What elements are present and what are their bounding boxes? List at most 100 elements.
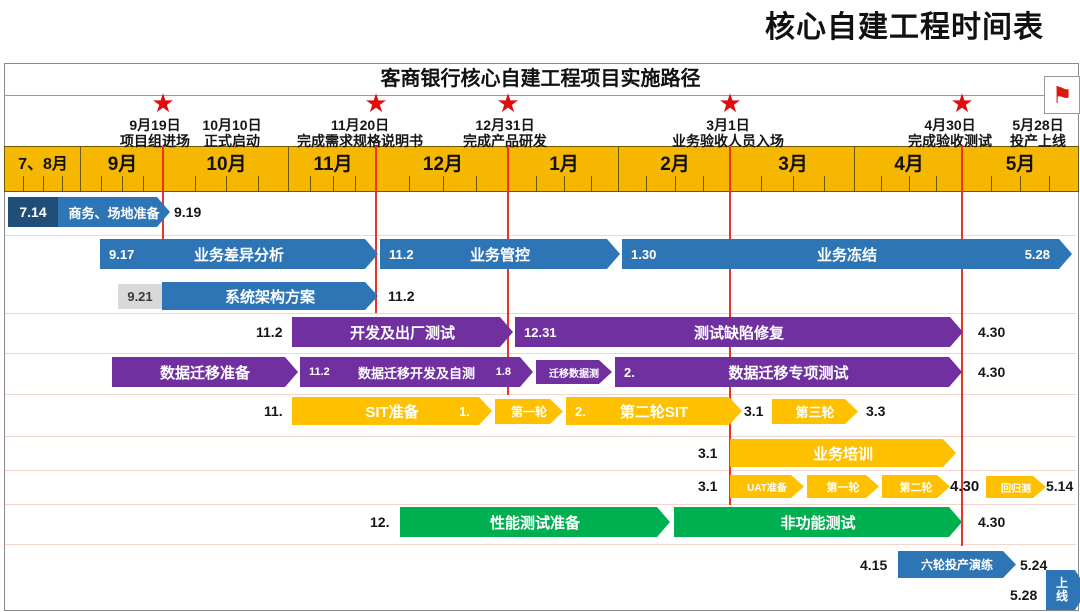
- month-week-cells: [80, 176, 165, 192]
- gantt-start-date: 2.: [624, 364, 635, 380]
- milestone-label: 11月20日 完成需求规格说明书: [265, 117, 455, 149]
- milestone-label: 5月28日 投产上线: [943, 117, 1080, 149]
- week-cell: [289, 176, 312, 191]
- gantt-arrow-text: 第二轮: [899, 481, 933, 494]
- week-cell: [762, 176, 794, 191]
- week-cell: [410, 176, 444, 191]
- gantt-arrow-text: 业务培训: [812, 445, 873, 463]
- milestone-label: 12月31日 完成产品研发: [410, 117, 600, 149]
- date-label: 11.2: [388, 288, 415, 304]
- date-label: 5.14: [1046, 478, 1074, 494]
- month-week-cells: [730, 176, 856, 192]
- date-label: 11.2: [256, 324, 283, 340]
- milestone-date: 4月30日: [924, 117, 976, 133]
- row-separator: [5, 436, 1076, 437]
- week-cell: [81, 176, 102, 191]
- week-cell: [1050, 176, 1078, 191]
- gantt-arrow: 业务培训: [730, 439, 956, 467]
- month-cell: 1月: [508, 146, 620, 178]
- week-cell: [963, 176, 992, 191]
- month-week-cells: [508, 176, 620, 192]
- week-cell: [356, 176, 377, 191]
- gantt-arrow: 11.2 业务管控: [380, 239, 620, 269]
- gantt-arrow-text: 线: [1055, 589, 1068, 603]
- gantt-arrow: 第一轮: [495, 399, 563, 424]
- week-cell: [592, 176, 619, 191]
- row-separator: [5, 544, 1076, 545]
- week-cell: [5, 176, 25, 191]
- week-cell: [63, 176, 81, 191]
- gantt-arrow-text: 测试缺陷修复: [693, 324, 784, 342]
- gantt-arrow: 2. 第二轮SIT: [566, 397, 742, 425]
- gantt-arrow: 迁移数据测: [536, 360, 612, 384]
- launch-flag-icon: ⚑: [1051, 81, 1073, 108]
- gantt-arrow-text: 上: [1055, 576, 1068, 591]
- gantt-arrow-text: 第二轮SIT: [619, 403, 689, 421]
- week-cell: [825, 176, 855, 191]
- milestone-date: 10月10日: [202, 117, 262, 133]
- gantt-arrow: UAT准备: [730, 475, 804, 498]
- date-label: 5.24: [1020, 556, 1048, 573]
- gantt-arrow: 商务、场地准备: [58, 197, 170, 227]
- milestone-star-icon: ★: [950, 88, 974, 118]
- gantt-arrow: 开发及出厂测试: [292, 317, 513, 347]
- week-cell: [565, 176, 593, 191]
- date-label: 12.: [370, 514, 390, 530]
- gantt-arrow: 系统架构方案: [162, 282, 378, 310]
- row-separator: [5, 313, 1076, 314]
- gantt-arrow-text: 第一轮: [510, 405, 547, 419]
- month-week-cells: [618, 176, 732, 192]
- date-label: 3.1: [698, 478, 718, 494]
- gantt-arrow: 第三轮: [772, 399, 858, 424]
- milestone-event: 项目组进场: [120, 133, 190, 150]
- milestone-line: [375, 146, 377, 313]
- gantt-arrow: 非功能测试: [674, 507, 962, 537]
- week-cell: [676, 176, 704, 191]
- week-cell: [102, 176, 123, 191]
- week-cell: [259, 176, 290, 191]
- gantt-arrow: 上线: [1046, 570, 1080, 610]
- date-label: 4.30: [978, 364, 1006, 380]
- row-separator: [5, 353, 1076, 354]
- gantt-arrow-text: 非功能测试: [780, 514, 856, 532]
- week-cell: [24, 176, 44, 191]
- milestone-event: 完成验收测试: [908, 133, 992, 150]
- date-label: 11.: [264, 403, 283, 419]
- gantt-arrow-text: 性能测试准备: [489, 514, 580, 532]
- milestone-star-icon: ★: [496, 88, 520, 118]
- month-cell: 12月: [376, 146, 510, 178]
- gantt-arrow-text: 第一轮: [826, 481, 860, 494]
- week-cell: [477, 176, 509, 191]
- month-week-cells: [854, 176, 964, 192]
- gantt-start-date: 12.31: [524, 324, 557, 340]
- milestone-line: [507, 146, 509, 395]
- gantt-arrow: 11.2 数据迁移开发及自测 1.8: [300, 357, 533, 387]
- month-cell: 10月: [163, 146, 290, 178]
- gantt-start-date: 1.30: [631, 246, 657, 262]
- date-label: 4.30: [978, 324, 1006, 340]
- gantt-arrow: 回归测: [986, 476, 1046, 498]
- milestone-star-icon: ★: [151, 88, 175, 118]
- gantt-arrow-text: 数据迁移开发及自测: [357, 365, 475, 381]
- row-separator: [5, 504, 1076, 505]
- week-cell: [882, 176, 910, 191]
- milestone-date: 11月20日: [330, 117, 390, 133]
- gantt-box: 7.14: [8, 197, 58, 227]
- week-cell: [537, 176, 565, 191]
- month-cell: 4月: [854, 146, 964, 178]
- gantt-arrow: 六轮投产演练: [898, 551, 1016, 578]
- week-cell: [334, 176, 356, 191]
- gantt-arrow: 第一轮: [807, 475, 879, 498]
- gantt-arrow-text: 业务冻结: [816, 246, 877, 264]
- week-cell: [444, 176, 477, 191]
- month-cell: 3月: [730, 146, 856, 178]
- milestone-line: [961, 146, 963, 546]
- month-cell: 2月: [618, 146, 732, 178]
- gantt-arrow-text: 回归测: [1001, 483, 1031, 495]
- milestone-event: 投产上线: [1010, 133, 1066, 150]
- week-cell: [123, 176, 144, 191]
- week-cell: [377, 176, 411, 191]
- milestone-label: 10月10日 正式启动: [137, 117, 327, 149]
- month-week-cells: [962, 176, 1079, 192]
